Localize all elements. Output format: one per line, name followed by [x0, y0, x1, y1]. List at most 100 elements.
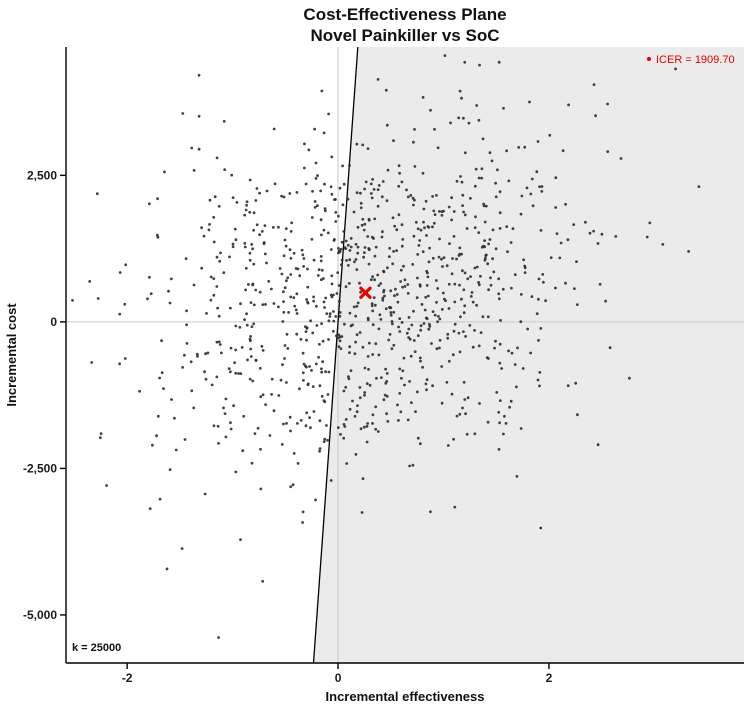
psa-point: [355, 268, 359, 271]
y-tick-label: 0: [50, 315, 57, 329]
psa-point: [316, 274, 320, 277]
psa-point: [504, 422, 508, 425]
psa-point: [277, 305, 280, 309]
psa-point: [184, 257, 188, 260]
psa-point: [440, 401, 444, 405]
psa-point: [462, 380, 466, 384]
psa-point: [574, 381, 578, 385]
psa-point: [459, 315, 462, 319]
psa-point: [371, 309, 375, 313]
psa-point: [455, 179, 459, 183]
psa-point: [463, 213, 467, 217]
psa-point: [318, 447, 322, 450]
psa-point: [648, 221, 652, 225]
psa-point: [312, 258, 316, 262]
psa-point: [450, 196, 454, 200]
psa-point: [455, 414, 459, 418]
psa-point: [234, 470, 238, 474]
psa-point: [530, 295, 534, 298]
psa-point: [687, 250, 690, 253]
psa-point: [259, 487, 263, 491]
psa-point: [118, 362, 121, 366]
psa-point: [436, 146, 440, 150]
psa-point: [368, 383, 372, 387]
psa-point: [473, 226, 477, 230]
psa-point: [156, 414, 160, 418]
psa-point: [480, 167, 484, 171]
psa-point: [366, 147, 370, 151]
psa-point: [310, 216, 314, 219]
psa-point: [371, 323, 375, 327]
psa-point: [355, 410, 359, 414]
psa-point: [453, 300, 457, 304]
psa-point: [162, 387, 165, 390]
psa-point: [205, 312, 208, 315]
psa-point: [260, 345, 264, 348]
psa-point: [304, 182, 308, 186]
psa-point: [310, 237, 314, 241]
psa-point: [486, 420, 490, 424]
psa-point: [463, 398, 467, 401]
psa-point: [380, 235, 384, 239]
psa-point: [491, 257, 494, 261]
psa-point: [447, 282, 451, 286]
psa-point: [311, 189, 314, 193]
psa-point: [389, 306, 393, 309]
psa-point: [424, 382, 428, 386]
psa-point: [163, 170, 166, 174]
psa-point: [252, 262, 256, 266]
psa-point: [502, 432, 505, 436]
psa-point: [406, 195, 410, 199]
psa-point: [334, 315, 338, 318]
psa-point: [339, 433, 342, 436]
psa-point: [373, 254, 377, 258]
psa-point: [469, 295, 473, 298]
psa-point: [311, 331, 315, 335]
psa-point: [371, 235, 374, 239]
psa-point: [510, 286, 513, 290]
psa-point: [318, 384, 322, 388]
psa-point: [540, 190, 544, 193]
psa-point: [406, 418, 410, 422]
psa-point: [592, 229, 595, 233]
psa-point: [304, 424, 308, 428]
psa-point: [395, 228, 399, 232]
psa-point: [322, 277, 325, 280]
psa-point: [542, 280, 545, 284]
psa-point: [558, 256, 562, 260]
psa-point: [310, 369, 313, 372]
psa-point: [252, 211, 256, 215]
psa-point: [302, 362, 306, 366]
psa-point: [544, 299, 547, 303]
psa-point: [387, 255, 391, 258]
psa-point: [313, 127, 316, 131]
psa-point: [554, 176, 558, 180]
psa-point: [173, 416, 176, 420]
psa-point: [319, 218, 323, 222]
psa-point: [295, 332, 299, 336]
psa-point: [312, 299, 316, 303]
psa-point: [541, 273, 545, 276]
psa-point: [440, 213, 444, 217]
psa-point: [138, 389, 142, 393]
psa-point: [317, 268, 321, 271]
psa-point: [564, 281, 567, 285]
psa-point: [401, 285, 404, 289]
psa-point: [212, 215, 216, 219]
psa-point: [308, 416, 311, 419]
psa-point: [422, 220, 425, 224]
psa-point: [231, 196, 235, 200]
psa-point: [443, 54, 447, 57]
psa-point: [319, 189, 323, 193]
psa-point: [320, 322, 323, 325]
psa-point: [401, 238, 405, 241]
psa-point: [217, 204, 221, 208]
psa-point: [245, 200, 249, 204]
psa-point: [308, 365, 311, 368]
psa-point: [105, 484, 108, 487]
psa-point: [263, 224, 267, 228]
psa-point: [466, 277, 470, 281]
psa-point: [367, 262, 371, 266]
psa-point: [342, 423, 346, 426]
psa-point: [515, 385, 518, 389]
